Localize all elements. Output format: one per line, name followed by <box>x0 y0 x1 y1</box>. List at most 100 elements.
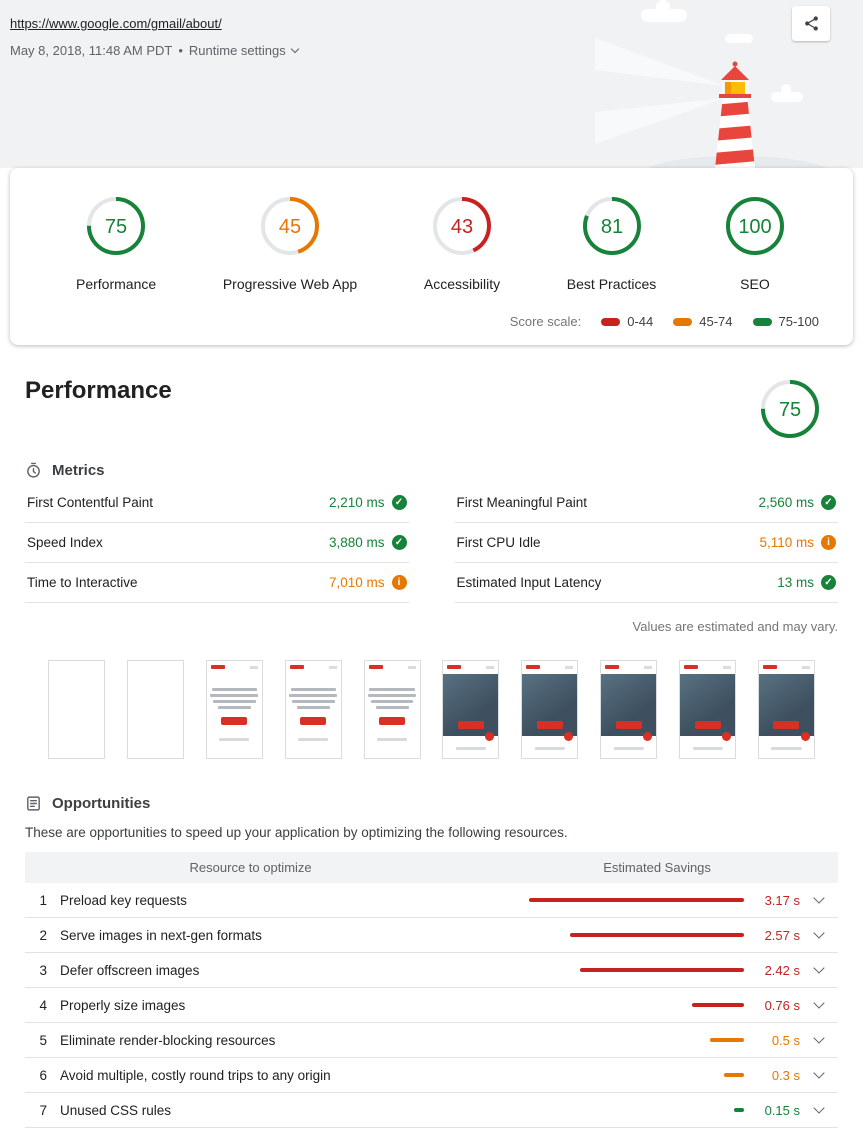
fab-dot <box>564 732 574 741</box>
score-gauge-accessibility[interactable]: 43 Accessibility <box>424 194 500 292</box>
runtime-settings-toggle[interactable]: Runtime settings <box>189 43 299 58</box>
metric-value: 13 ms <box>777 575 814 590</box>
expand-control[interactable] <box>800 927 838 939</box>
filmstrip-frame <box>284 660 342 759</box>
opportunity-row[interactable]: 5 Eliminate render-blocking resources 0.5 … <box>25 1023 838 1058</box>
expand-control[interactable] <box>800 1032 838 1044</box>
opportunity-number: 1 <box>39 892 47 908</box>
filmstrip-frame <box>679 660 736 759</box>
text-line <box>376 738 408 741</box>
estimate-note: Values are estimated and may vary. <box>632 619 838 634</box>
cta-button-mark <box>379 717 405 725</box>
gmail-logo-mark <box>605 665 620 669</box>
expand-control[interactable] <box>800 962 838 974</box>
cta-button-mark <box>773 721 800 729</box>
meta-separator: • <box>178 43 183 58</box>
text-line <box>290 688 336 691</box>
opportunity-row[interactable]: 2 Serve images in next-gen formats 2.57 s <box>25 918 838 953</box>
lighthouse-illustration <box>595 0 827 168</box>
text-line <box>613 747 644 750</box>
fab-dot <box>485 732 495 741</box>
report-meta-line: May 8, 2018, 11:48 AM PDT • Runtime sett… <box>10 43 863 58</box>
chevron-down-icon <box>813 1102 825 1114</box>
opportunity-label: Serve images in next-gen formats <box>60 927 262 943</box>
hero-image <box>443 674 499 741</box>
opportunity-row[interactable]: 6 Avoid multiple, costly round trips to a… <box>25 1058 838 1093</box>
score-label: Progressive Web App <box>222 276 358 292</box>
metric-row: Speed Index 3,880 ms ✓ <box>25 523 409 563</box>
filmstrip-frame <box>48 660 105 759</box>
savings-bar-fill <box>570 933 744 937</box>
opportunity-row[interactable]: 4 Properly size images 0.76 s <box>25 988 838 1023</box>
filmstrip-frame <box>126 660 184 759</box>
score-label: SEO <box>740 276 770 292</box>
section-title: Performance <box>25 377 172 404</box>
share-button[interactable] <box>792 6 830 41</box>
opportunity-label: Avoid multiple, costly round trips to an… <box>60 1067 331 1083</box>
metric-value-group: 2,210 ms ✓ <box>329 495 407 510</box>
metric-row: Estimated Input Latency 13 ms ✓ <box>454 563 838 603</box>
savings-value: 0.76 s <box>764 997 800 1013</box>
cta-button-mark <box>536 721 563 729</box>
score-gauge-best-practices[interactable]: 81 Best Practices <box>567 194 656 292</box>
metric-value-group: 7,010 ms i <box>329 575 407 590</box>
metric-label: First Meaningful Paint <box>456 495 588 510</box>
savings-value: 0.5 s <box>771 1032 800 1048</box>
score-gauge-progressive-web-app[interactable]: 45 Progressive Web App <box>223 194 357 292</box>
scale-range-label: 75-100 <box>778 314 819 329</box>
expand-control[interactable] <box>800 1102 838 1114</box>
scale-range-label: 45-74 <box>699 314 733 329</box>
metric-label: Estimated Input Latency <box>456 575 602 590</box>
score-gauge-seo[interactable]: 100 SEO <box>723 194 787 292</box>
hero-image <box>758 674 814 741</box>
opportunity-row[interactable]: 3 Defer offscreen images 2.42 s <box>25 953 838 988</box>
metric-value: 7,010 ms <box>328 575 385 590</box>
expand-control[interactable] <box>800 892 838 904</box>
column-header-savings: Estimated Savings <box>603 860 711 875</box>
savings-bar-fill <box>734 1108 744 1112</box>
filmstrip-frame <box>757 660 815 759</box>
menu-mark <box>801 666 810 669</box>
report-header: https://www.google.com/gmail/about/ May … <box>0 0 863 168</box>
svg-text:81: 81 <box>600 216 622 238</box>
score-label: Best Practices <box>566 276 657 292</box>
svg-text:75: 75 <box>105 216 127 238</box>
gauge-ring: 45 <box>258 194 322 263</box>
metric-label: Time to Interactive <box>27 575 138 590</box>
hero-image <box>601 674 657 741</box>
cta-button-mark <box>221 717 248 725</box>
svg-text:43: 43 <box>451 216 473 238</box>
gmail-logo-mark <box>526 665 541 669</box>
opportunity-row[interactable]: 7 Unused CSS rules 0.15 s <box>25 1093 838 1128</box>
check-icon: ✓ <box>821 495 836 510</box>
tested-url-link[interactable]: https://www.google.com/gmail/about/ <box>10 16 222 31</box>
opportunity-row[interactable]: 1 Preload key requests 3.17 s <box>25 883 838 918</box>
fab-dot <box>643 732 653 741</box>
savings-bar <box>526 1003 744 1007</box>
expand-control[interactable] <box>800 997 838 1009</box>
report-timestamp: May 8, 2018, 11:48 AM PDT <box>10 43 173 58</box>
cta-button-mark <box>457 721 484 729</box>
performance-header: Performance 75 <box>25 377 838 446</box>
opportunities-section: Opportunities These are opportunities to… <box>25 795 838 1128</box>
text-line <box>367 694 417 697</box>
savings-value: 2.57 s <box>764 927 800 943</box>
scale-pill <box>752 317 772 326</box>
opportunity-label: Defer offscreen images <box>60 962 200 978</box>
text-line <box>771 747 802 750</box>
scale-range-label: 0-44 <box>627 314 654 329</box>
svg-text:100: 100 <box>738 216 771 238</box>
gmail-logo-mark <box>368 665 383 669</box>
opportunity-number: 5 <box>39 1032 47 1048</box>
gauge-ring: 43 <box>430 194 494 263</box>
gmail-logo-mark <box>289 665 304 669</box>
savings-bar-fill <box>580 968 744 972</box>
share-icon <box>804 16 818 31</box>
text-line <box>375 706 409 709</box>
text-line <box>534 747 565 750</box>
opportunity-label: Unused CSS rules <box>60 1102 172 1118</box>
column-header-resource: Resource to optimize <box>189 860 312 875</box>
opportunities-table: Resource to optimize Estimated Savings 1… <box>25 852 838 1128</box>
score-gauge-performance[interactable]: 75 Performance <box>76 194 156 292</box>
savings-bar <box>526 1108 744 1112</box>
